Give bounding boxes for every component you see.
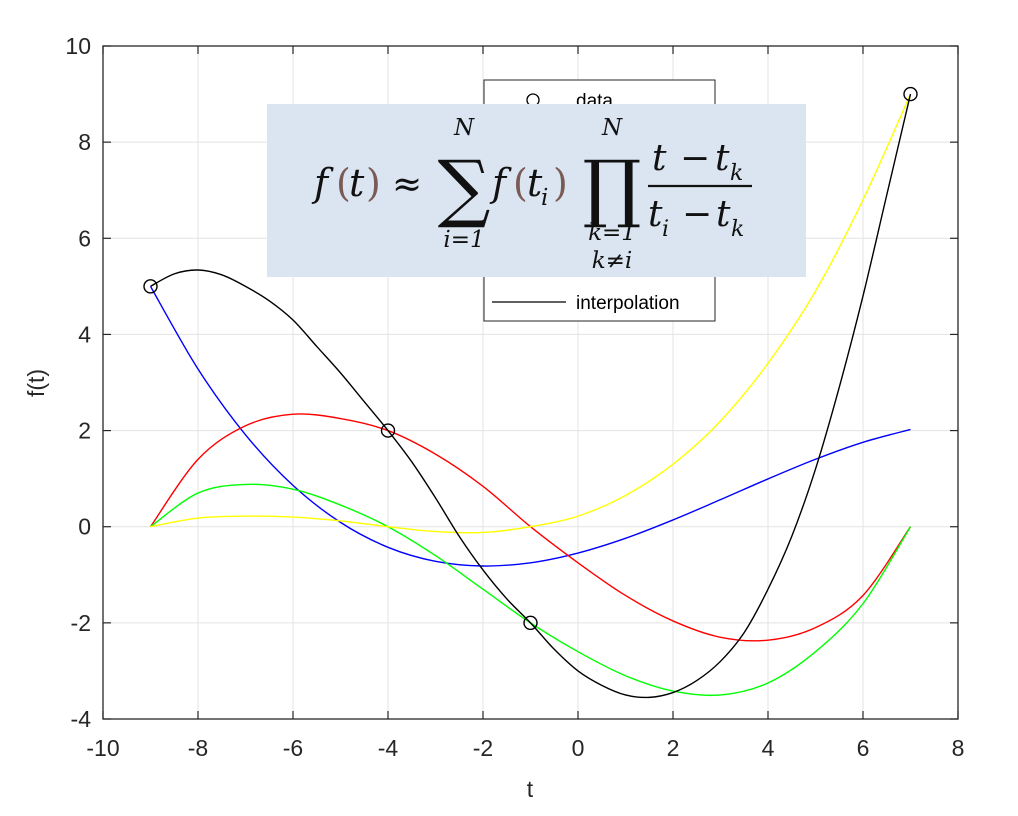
data-points-layer [143,86,918,631]
fraction-den-tk: t [716,194,731,235]
x-tick-label: 2 [667,735,680,761]
fraction-num-t: t [652,138,667,179]
formula-lhs-arg: t [349,161,365,205]
fraction-num-tk: t [715,138,730,179]
fraction-num-tk-sub: k [730,161,743,186]
x-tick-label: -10 [86,735,119,761]
formula-approx-sign: ≈ [392,164,422,205]
series-layer [149,93,912,699]
y-tick-label: -4 [71,706,92,732]
formula-lhs-close-paren: ) [366,161,381,205]
fraction-den-ti-sub: i [662,217,669,242]
sum-symbol: ∑ [438,145,491,231]
sum-lower-limit: i=1 [443,227,484,253]
prod-lower-limit-1: k=1 [588,220,636,246]
series-blue-line [149,286,911,567]
term-arg: t [527,161,543,205]
y-tick-label: 2 [78,418,91,444]
y-tick-label: -2 [71,610,91,636]
formula-background [267,104,806,277]
x-tick-label: 8 [952,735,965,761]
fraction-den-ti: t [648,194,663,235]
data-point-marker [380,423,396,438]
x-tick-label: 6 [857,735,870,761]
legend-label-interpolation: interpolation [576,293,680,314]
formula-lhs-open-paren: ( [336,161,351,205]
sum-upper-limit: N [453,115,475,141]
y-tick-label: 10 [65,33,91,59]
x-tick-label: -8 [188,735,208,761]
x-tick-label: 0 [572,735,585,761]
x-tick-label: -2 [473,735,493,761]
y-axis-ticks: -4 -2 0 2 4 6 8 10 [65,33,958,732]
term-sub: i [541,185,548,211]
data-point-marker [903,86,918,102]
prod-symbol: ∏ [583,145,642,231]
x-tick-label: -4 [378,735,399,761]
y-tick-label: 0 [78,514,91,540]
x-tick-label: -6 [283,735,303,761]
plot-frame [102,45,959,720]
x-tick-label: 4 [762,735,775,761]
formula-overlay: f ( t ) ≈ N ∑ i=1 f ( t i ) N ∏ k=1 k≠i … [267,104,806,277]
series-green-line [150,483,912,697]
term-close-paren: ) [553,161,568,205]
series-interpolation-line [150,93,912,699]
y-axis-label: f(t) [23,369,49,397]
data-point-marker [143,279,158,294]
fraction-den-minus: − [682,194,712,235]
y-tick-label: 8 [78,129,91,155]
series-yellow-line [150,93,912,534]
y-tick-label: 4 [78,321,91,347]
term-open-paren: ( [513,161,528,205]
x-axis-label: t [527,776,534,802]
fraction-den-tk-sub: k [731,217,744,242]
y-tick-label: 6 [78,225,91,251]
fraction-num-minus: − [680,138,710,179]
x-axis-ticks: -10 -8 -6 -4 -2 0 2 4 6 8 [86,46,964,761]
data-point-marker [523,615,538,631]
prod-upper-limit: N [601,115,623,141]
prod-lower-limit-2: k≠i [592,248,633,274]
